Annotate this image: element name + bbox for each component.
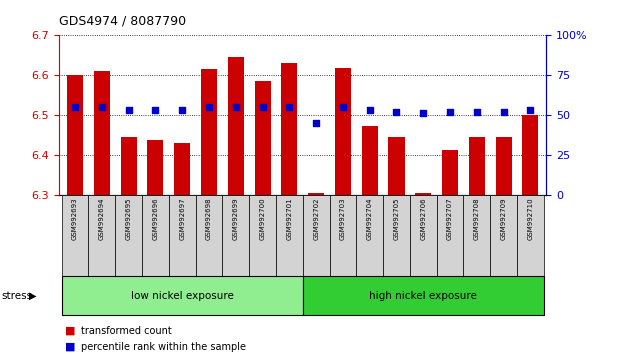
Text: GSM992696: GSM992696 [152, 197, 158, 240]
Text: GSM992695: GSM992695 [125, 197, 132, 240]
Bar [94, 71, 110, 195]
Bar [196, 195, 222, 276]
Bar [335, 68, 351, 195]
Point [445, 109, 455, 115]
Bar [61, 276, 302, 315]
Bar [361, 126, 378, 195]
Bar [201, 69, 217, 195]
Bar [302, 195, 330, 276]
Bar [255, 81, 271, 195]
Bar [174, 143, 190, 195]
Bar [356, 195, 383, 276]
Text: low nickel exposure: low nickel exposure [131, 291, 233, 301]
Text: GSM992700: GSM992700 [260, 197, 266, 240]
Text: stress: stress [1, 291, 32, 301]
Text: GSM992703: GSM992703 [340, 197, 346, 240]
Bar [330, 195, 356, 276]
Point [338, 104, 348, 110]
Point [97, 104, 107, 110]
Bar [67, 75, 83, 195]
Bar [116, 195, 142, 276]
Bar [389, 137, 404, 195]
Bar [147, 140, 163, 195]
Point [177, 107, 187, 113]
Bar [249, 195, 276, 276]
Bar [383, 195, 410, 276]
Point [499, 109, 509, 115]
Point [150, 107, 160, 113]
Text: percentile rank within the sample: percentile rank within the sample [81, 342, 246, 352]
Text: GSM992705: GSM992705 [394, 197, 399, 240]
Text: GSM992704: GSM992704 [366, 197, 373, 240]
Text: high nickel exposure: high nickel exposure [369, 291, 477, 301]
Point [525, 107, 535, 113]
Text: GSM992706: GSM992706 [420, 197, 426, 240]
Text: GSM992697: GSM992697 [179, 197, 185, 240]
Bar [410, 195, 437, 276]
Text: GSM992707: GSM992707 [447, 197, 453, 240]
Text: GSM992693: GSM992693 [72, 197, 78, 240]
Point [284, 104, 294, 110]
Text: GSM992698: GSM992698 [206, 197, 212, 240]
Bar [228, 57, 244, 195]
Text: GSM992702: GSM992702 [313, 197, 319, 240]
Bar [490, 195, 517, 276]
Text: GSM992694: GSM992694 [99, 197, 105, 240]
Point [204, 104, 214, 110]
Point [258, 104, 268, 110]
Text: GSM992701: GSM992701 [286, 197, 292, 240]
Bar [88, 195, 116, 276]
Bar [522, 115, 538, 195]
Text: GSM992710: GSM992710 [527, 197, 533, 240]
Bar [281, 63, 297, 195]
Text: GSM992699: GSM992699 [233, 197, 239, 240]
Bar [469, 137, 485, 195]
Bar [463, 195, 490, 276]
Text: ■: ■ [65, 326, 76, 336]
Bar [496, 137, 512, 195]
Bar [142, 195, 169, 276]
Bar [222, 195, 249, 276]
Text: transformed count: transformed count [81, 326, 171, 336]
Text: ■: ■ [65, 342, 76, 352]
Bar [61, 195, 88, 276]
Point [472, 109, 482, 115]
Point [365, 107, 374, 113]
Bar [169, 195, 196, 276]
Bar [276, 195, 302, 276]
Point [391, 109, 401, 115]
Point [311, 120, 321, 126]
Text: ▶: ▶ [29, 291, 37, 301]
Bar [120, 137, 137, 195]
Text: GDS4974 / 8087790: GDS4974 / 8087790 [59, 14, 186, 27]
Text: GSM992708: GSM992708 [474, 197, 480, 240]
Point [124, 107, 134, 113]
Point [419, 111, 428, 116]
Bar [442, 150, 458, 195]
Bar [437, 195, 463, 276]
Bar [308, 193, 324, 195]
Text: GSM992709: GSM992709 [501, 197, 507, 240]
Point [231, 104, 241, 110]
Bar [415, 193, 432, 195]
Bar [517, 195, 544, 276]
Bar [302, 276, 544, 315]
Point [70, 104, 80, 110]
